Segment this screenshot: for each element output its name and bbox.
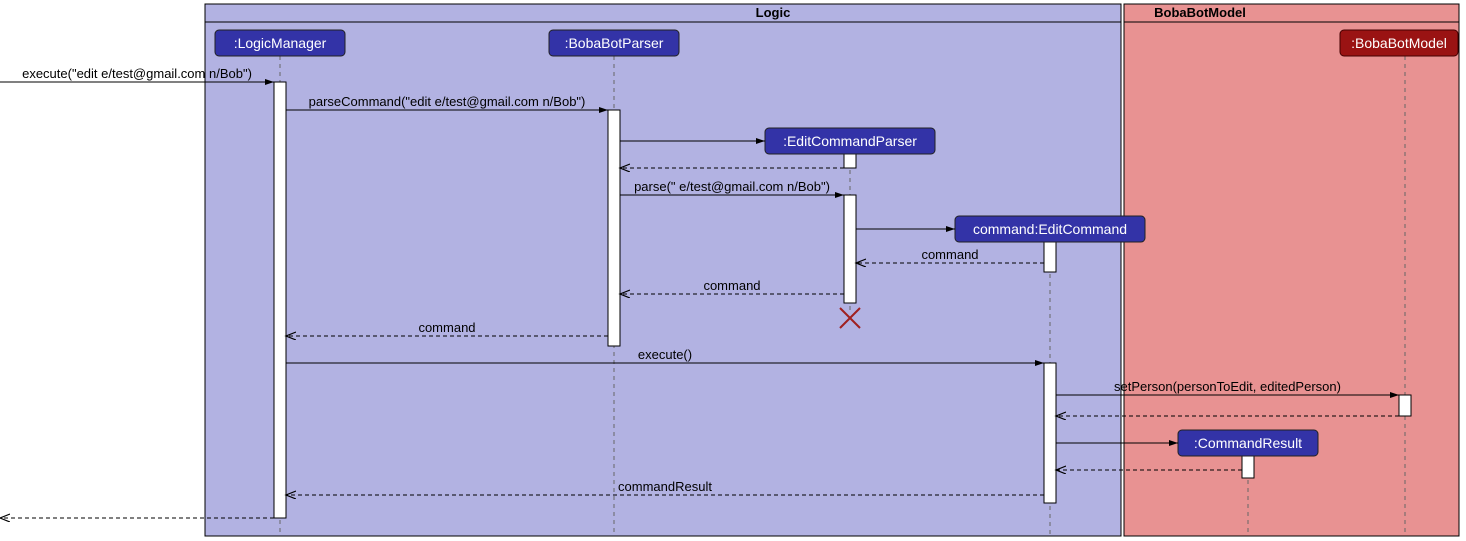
activation-commandresult (1242, 456, 1254, 478)
participant-bobabotmodel: :BobaBotModel (1340, 30, 1458, 56)
participant-editcommand-label: command:EditCommand (973, 221, 1127, 237)
message-label: execute("edit e/test@gmail.com n/Bob") (22, 66, 252, 81)
message-label: command (703, 278, 760, 293)
participant-bobabotparser-label: :BobaBotParser (565, 35, 664, 51)
participant-commandresult: :CommandResult (1178, 430, 1318, 456)
container-model-label: BobaBotModel (1154, 5, 1246, 20)
activation-editcommandparser-2 (844, 195, 856, 303)
message-label: command (418, 320, 475, 335)
activation-bobabotparser (608, 110, 620, 346)
container-logic-label: Logic (756, 5, 791, 20)
activation-bobabotmodel (1399, 395, 1411, 416)
participant-editcommandparser: :EditCommandParser (765, 128, 935, 154)
message-label: execute() (638, 347, 692, 362)
container-logic: Logic (205, 4, 1121, 536)
activation-editcommand-1 (1044, 242, 1056, 272)
message-label: commandResult (618, 479, 712, 494)
participant-editcommand: command:EditCommand (955, 216, 1145, 242)
participant-commandresult-label: :CommandResult (1194, 435, 1302, 451)
message-label: parse(" e/test@gmail.com n/Bob") (634, 179, 830, 194)
participant-bobabotmodel-label: :BobaBotModel (1351, 35, 1447, 51)
participant-editcommandparser-label: :EditCommandParser (783, 133, 917, 149)
activation-logicmanager (274, 82, 286, 518)
activation-editcommand-2 (1044, 363, 1056, 503)
message-label: command (921, 247, 978, 262)
participant-logicmanager: :LogicManager (215, 30, 345, 56)
message-label: setPerson(personToEdit, editedPerson) (1114, 379, 1341, 394)
message-label: parseCommand("edit e/test@gmail.com n/Bo… (309, 94, 586, 109)
participant-logicmanager-label: :LogicManager (234, 35, 327, 51)
participant-bobabotparser: :BobaBotParser (549, 30, 679, 56)
